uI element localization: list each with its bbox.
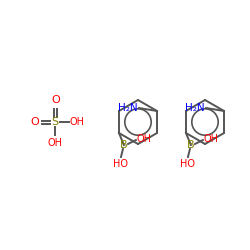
Text: HO: HO [180,159,196,169]
Text: OH: OH [204,134,219,144]
Text: S: S [52,117,59,127]
Text: H₂N: H₂N [186,103,205,113]
Text: O: O [30,117,39,127]
Text: OH: OH [48,138,62,148]
Text: O: O [51,95,60,105]
Text: B: B [120,140,128,150]
Text: B: B [187,140,195,150]
Text: H₂N: H₂N [118,103,138,113]
Text: OH: OH [70,117,85,127]
Text: HO: HO [114,159,128,169]
Text: OH: OH [137,134,152,144]
